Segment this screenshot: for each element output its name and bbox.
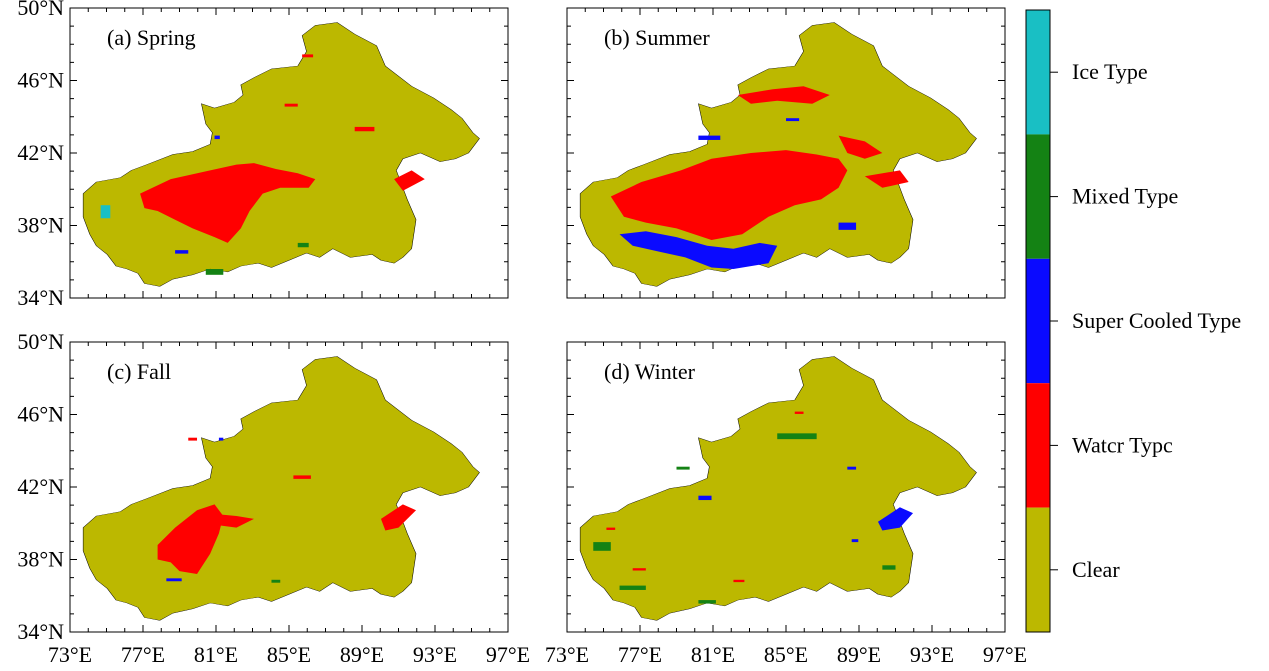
panel-fall: (c) Fall [69, 341, 509, 633]
x-tick-label: 77°E [618, 642, 662, 667]
mixed-cloud-specks [593, 433, 896, 604]
y-tick-label: 42°N [17, 474, 64, 499]
axis-ticks: 34°N 38°N 42°N 46°N 50°N 34°N 38°N 42°N 46°N 50°N… [17, 0, 1027, 667]
y-tick-label: 34°N [17, 619, 64, 644]
water-cloud-specks [606, 411, 804, 583]
y-tick-label: 46°N [17, 68, 64, 93]
y-tick-label: 50°N [17, 329, 64, 354]
x-tick-label: 81°E [194, 642, 238, 667]
y-tick-label: 38°N [17, 547, 64, 572]
legend-swatch [1026, 258, 1050, 384]
panel-winter: (d) Winter [566, 341, 1006, 633]
x-tick-label: 85°E [764, 642, 808, 667]
x-tick-label: 77°E [121, 642, 165, 667]
x-tick-label: 93°E [910, 642, 954, 667]
water-cloud-area [157, 437, 417, 574]
region-outline [82, 356, 480, 621]
x-tick-label: 93°E [413, 642, 457, 667]
panel-spring: (a) Spring [69, 7, 509, 299]
panel-label: (b) Summer [604, 25, 710, 50]
x-tick-label: 97°E [983, 642, 1027, 667]
x-tick-label: 85°E [267, 642, 311, 667]
y-tick-label: 50°N [17, 0, 64, 20]
legend-label: Super Cooled Type [1072, 308, 1241, 333]
x-tick-label: 89°E [340, 642, 384, 667]
y-tick-label: 34°N [17, 285, 64, 310]
region-outline [579, 356, 977, 621]
y-tick-label: 42°N [17, 140, 64, 165]
panel-label: (d) Winter [604, 359, 696, 384]
legend-label: Ice Type [1072, 59, 1148, 84]
water-cloud-area [140, 54, 425, 243]
x-tick-label: 73°E [545, 642, 589, 667]
legend-swatch [1026, 507, 1050, 632]
y-tick-label: 38°N [17, 213, 64, 238]
supercooled-cloud-specks [698, 466, 914, 543]
panel-label: (a) Spring [107, 25, 196, 50]
supercooled-cloud-area [619, 118, 857, 270]
panel-label: (c) Fall [107, 359, 171, 384]
x-tick-label: 89°E [837, 642, 881, 667]
other-cloud-specks [100, 135, 309, 275]
x-tick-label: 97°E [486, 642, 530, 667]
legend-colorbar: Ice Type Mixed Type Super Cooled Type Watcr… [1025, 9, 1241, 633]
region-outline [82, 22, 480, 287]
legend-swatch [1026, 10, 1050, 135]
legend-swatch [1026, 383, 1050, 508]
legend-label: Mixed Type [1072, 184, 1178, 209]
legend-swatch [1026, 134, 1050, 259]
legend-label: Clear [1072, 557, 1120, 582]
x-tick-label: 73°E [48, 642, 92, 667]
other-cloud-specks [166, 437, 281, 583]
water-cloud-area [610, 86, 909, 241]
legend-frame [1025, 9, 1051, 633]
x-tick-label: 81°E [691, 642, 735, 667]
panel-summer: (b) Summer [566, 7, 1006, 299]
legend-label: Watcr Typc [1072, 432, 1173, 457]
y-tick-label: 46°N [17, 402, 64, 427]
